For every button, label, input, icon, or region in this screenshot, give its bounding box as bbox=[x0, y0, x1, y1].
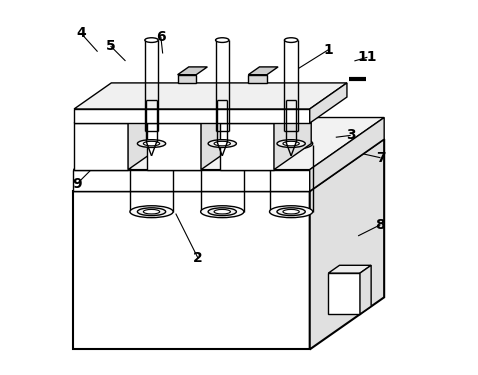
Ellipse shape bbox=[201, 206, 244, 218]
Ellipse shape bbox=[208, 208, 237, 216]
Text: 6: 6 bbox=[156, 30, 166, 44]
Ellipse shape bbox=[145, 38, 158, 42]
Polygon shape bbox=[328, 273, 360, 314]
Polygon shape bbox=[73, 117, 384, 170]
Polygon shape bbox=[74, 97, 165, 123]
Ellipse shape bbox=[214, 141, 230, 146]
Polygon shape bbox=[201, 97, 238, 170]
Ellipse shape bbox=[283, 141, 299, 146]
Text: 7: 7 bbox=[376, 151, 385, 165]
Ellipse shape bbox=[283, 210, 299, 214]
Ellipse shape bbox=[270, 138, 313, 150]
Ellipse shape bbox=[214, 210, 230, 214]
Polygon shape bbox=[178, 75, 196, 83]
Polygon shape bbox=[74, 123, 128, 170]
Ellipse shape bbox=[130, 138, 173, 150]
Polygon shape bbox=[128, 97, 165, 170]
Polygon shape bbox=[274, 97, 311, 170]
Polygon shape bbox=[328, 265, 371, 273]
Polygon shape bbox=[178, 67, 207, 75]
Polygon shape bbox=[248, 75, 267, 83]
Text: 1: 1 bbox=[324, 43, 333, 57]
Polygon shape bbox=[73, 139, 384, 191]
Polygon shape bbox=[360, 265, 371, 314]
Polygon shape bbox=[220, 97, 311, 123]
Ellipse shape bbox=[143, 141, 160, 146]
Text: 2: 2 bbox=[193, 251, 203, 265]
Text: 11: 11 bbox=[358, 50, 377, 64]
Polygon shape bbox=[73, 191, 310, 350]
Text: 9: 9 bbox=[72, 177, 82, 191]
Polygon shape bbox=[310, 139, 384, 350]
Polygon shape bbox=[147, 97, 238, 123]
Polygon shape bbox=[147, 123, 201, 170]
Polygon shape bbox=[73, 170, 310, 191]
Ellipse shape bbox=[137, 208, 166, 216]
Text: 8: 8 bbox=[376, 218, 385, 232]
Text: 3: 3 bbox=[346, 128, 356, 142]
Ellipse shape bbox=[137, 140, 166, 147]
Polygon shape bbox=[74, 83, 347, 109]
Polygon shape bbox=[310, 117, 384, 191]
Polygon shape bbox=[248, 67, 278, 75]
Ellipse shape bbox=[216, 38, 229, 42]
Ellipse shape bbox=[270, 206, 313, 218]
Polygon shape bbox=[310, 83, 347, 123]
Ellipse shape bbox=[130, 206, 173, 218]
Polygon shape bbox=[74, 109, 310, 123]
Ellipse shape bbox=[143, 210, 160, 214]
Ellipse shape bbox=[277, 140, 305, 147]
Text: 4: 4 bbox=[76, 26, 86, 40]
Ellipse shape bbox=[201, 138, 244, 150]
Text: 5: 5 bbox=[106, 39, 116, 53]
Ellipse shape bbox=[277, 208, 305, 216]
Ellipse shape bbox=[208, 140, 237, 147]
Polygon shape bbox=[220, 123, 274, 170]
Ellipse shape bbox=[284, 38, 298, 42]
